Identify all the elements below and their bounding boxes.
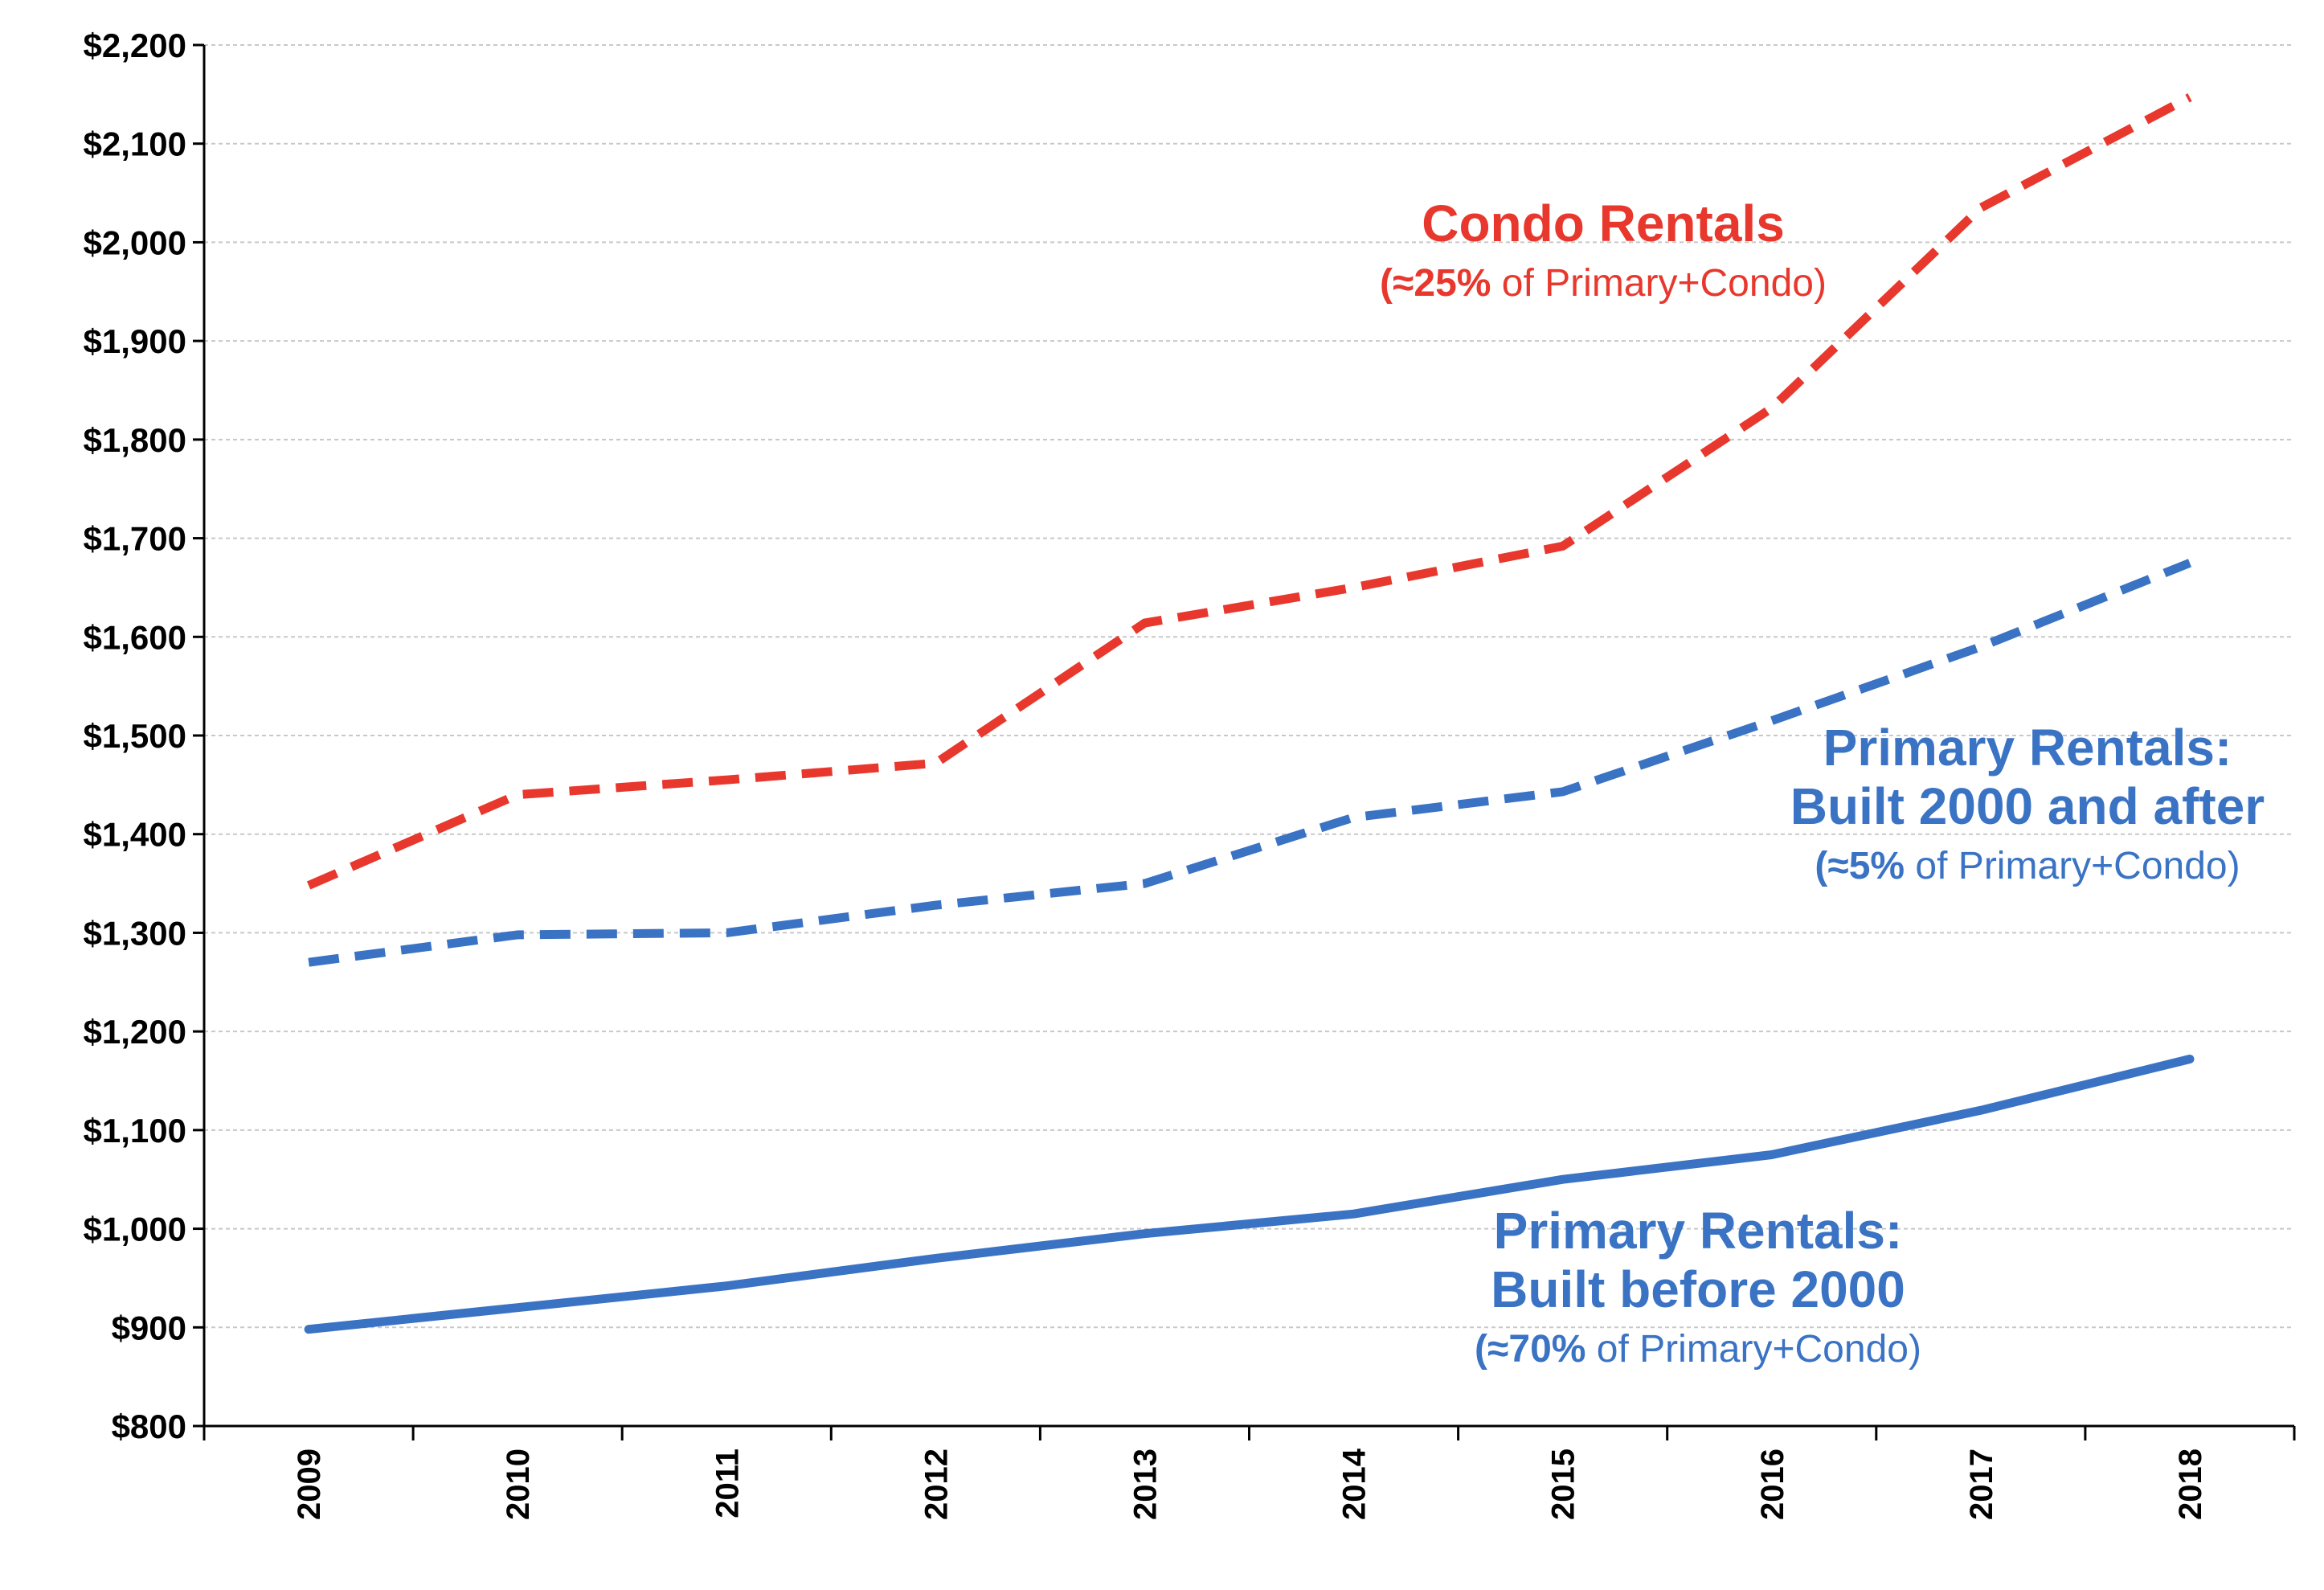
data-point-primary_new	[726, 932, 727, 933]
gridlines	[204, 44, 2294, 1329]
x-tick-label: 2014	[1337, 1448, 1373, 1520]
data-point-primary_new	[1771, 720, 1773, 722]
data-point-condo	[517, 794, 518, 796]
data-point-primary_new	[1980, 646, 1982, 648]
y-tick-label: $2,000	[84, 223, 186, 261]
data-point-primary_new	[2189, 562, 2191, 563]
series-line-primary_new	[308, 559, 2192, 967]
series-annotations: Condo Rentals (≈25% of Primary+Condo) Prim…	[1380, 195, 2265, 1371]
x-tick-label: 2015	[1546, 1449, 1581, 1520]
x-tick-label: 2018	[2173, 1449, 2208, 1520]
x-tick-label: 2009	[292, 1449, 327, 1520]
y-tick-label: $1,600	[84, 618, 186, 656]
x-tick-label: 2012	[919, 1449, 954, 1520]
x-axis-tick-labels: 2009 2010 2011 2012 2013 2014 2015 2016 2017 2018	[292, 1448, 2208, 1520]
annotation-title-primary_old: Built before 2000	[1491, 1260, 1905, 1318]
data-point-primary_old	[935, 1257, 936, 1259]
y-tick-label: $1,800	[84, 421, 186, 459]
annotation-title-primary_old: Primary Rentals:	[1494, 1202, 1903, 1260]
x-tick-label: 2017	[1964, 1449, 1999, 1520]
annotation-share-primary_new: (≈5% of Primary+Condo)	[1815, 845, 2240, 887]
y-tick-label: $1,900	[84, 322, 186, 360]
y-tick-label: $1,100	[84, 1112, 186, 1149]
data-point-primary_new	[935, 904, 936, 906]
annotation-share-primary_old: (≈70% of Primary+Condo)	[1475, 1328, 1921, 1371]
series-line-condo	[306, 93, 2192, 890]
y-tick-label: $800	[112, 1408, 186, 1445]
y-tick-label: $900	[112, 1309, 186, 1346]
annotation-title-condo: Condo Rentals	[1422, 195, 1785, 252]
series-lines	[304, 93, 2195, 1334]
data-point-condo	[1353, 587, 1355, 588]
x-tick-label: 2010	[501, 1449, 536, 1520]
data-point-condo	[1144, 622, 1145, 624]
data-point-primary_old	[1980, 1109, 1982, 1111]
axes	[193, 43, 2296, 1440]
annotation-share-condo: (≈25% of Primary+Condo)	[1380, 262, 1827, 305]
data-point-condo	[726, 779, 727, 781]
data-point-condo	[1771, 408, 1773, 409]
data-point-primary_new	[1144, 883, 1145, 884]
y-tick-label: $2,100	[84, 125, 186, 163]
data-point-condo	[308, 885, 309, 887]
data-point-primary_new	[517, 934, 518, 936]
data-point-primary_new	[1562, 791, 1564, 793]
y-tick-label: $2,200	[84, 27, 186, 64]
data-point-condo	[2189, 96, 2191, 98]
y-tick-label: $1,300	[84, 914, 186, 952]
annotation-title-primary_new: Primary Rentals:	[1823, 719, 2232, 777]
annotation-title-primary_new: Built 2000 and after	[1790, 777, 2265, 835]
y-axis-tick-labels: $800 $900 $1,000 $1,100 $1,200 $1,300 $1,400 $1…	[84, 27, 186, 1445]
y-tick-label: $1,200	[84, 1013, 186, 1051]
x-tick-label: 2011	[710, 1449, 745, 1518]
x-tick-label: 2016	[1755, 1449, 1790, 1520]
data-point-primary_old	[308, 1329, 309, 1330]
data-point-primary_old	[1771, 1154, 1773, 1156]
data-point-primary_old	[726, 1285, 727, 1287]
data-point-primary_old	[1353, 1213, 1355, 1215]
x-tick-label: 2013	[1127, 1449, 1163, 1520]
data-point-primary_old	[2189, 1059, 2191, 1060]
data-point-primary_old	[1144, 1233, 1145, 1235]
y-tick-label: $1,700	[84, 520, 186, 558]
y-tick-label: $1,000	[84, 1211, 186, 1248]
series-line-primary_old	[304, 1055, 2195, 1334]
data-point-condo	[935, 762, 936, 764]
data-point-condo	[1980, 207, 1982, 208]
y-tick-label: $1,400	[84, 816, 186, 854]
data-point-condo	[1562, 545, 1564, 547]
data-point-primary_old	[1562, 1178, 1564, 1180]
data-point-primary_old	[517, 1307, 518, 1309]
data-point-primary_new	[1353, 817, 1355, 818]
y-tick-label: $1,500	[84, 717, 186, 755]
data-point-primary_new	[308, 961, 309, 963]
